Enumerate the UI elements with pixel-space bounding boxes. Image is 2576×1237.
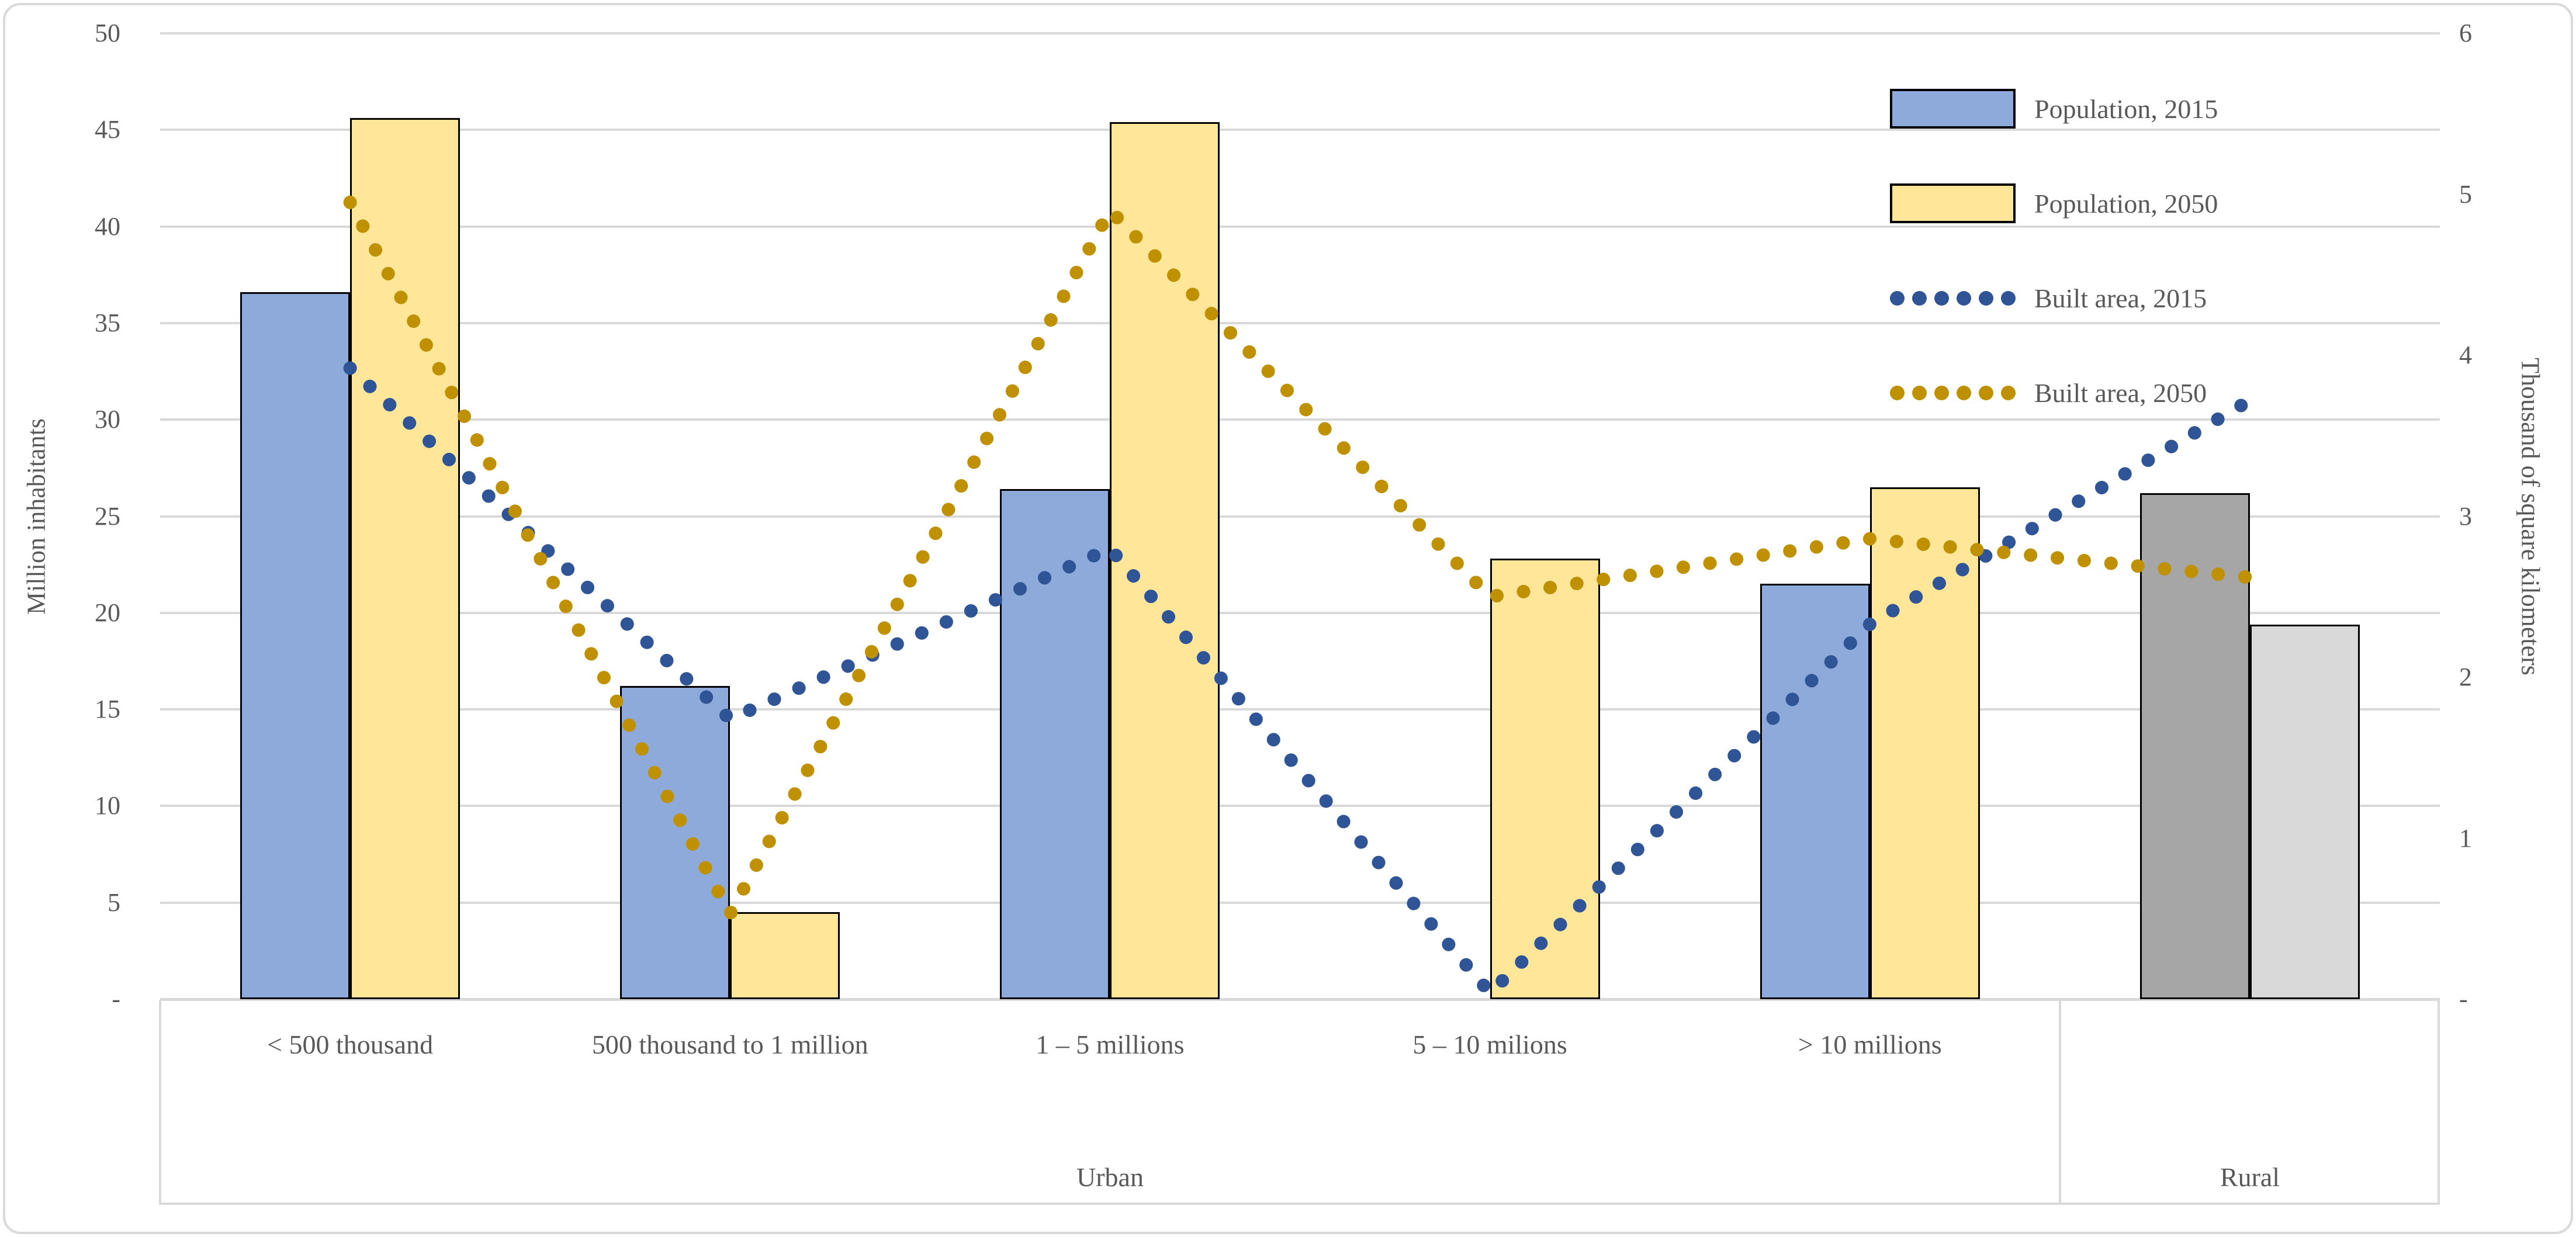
legend-label: Built area, 2050 <box>2034 377 2207 408</box>
right-axis-tick: 5 <box>2459 179 2472 209</box>
category-label-500-thousand-to-1-million: 500 thousand to 1 million <box>591 1030 868 1059</box>
left-axis-tick: 5 <box>108 888 120 917</box>
gridline <box>160 129 2440 131</box>
legend-dot-icon <box>1912 290 1927 306</box>
legend-swatch-bar <box>1890 183 2016 223</box>
legend-dot-icon <box>1957 385 1971 400</box>
gridline <box>160 901 2440 904</box>
legend: Population, 2015 Population, 2050 Built ar… <box>1890 88 2218 466</box>
legend-dot-icon <box>1979 290 1993 306</box>
legend-dot-icon <box>1890 385 1905 400</box>
plot-area <box>160 32 2440 1003</box>
legend-dot-icon <box>1890 290 1905 306</box>
bar-population-2050-rural <box>2249 624 2360 999</box>
category-label-500-thousand: < 500 thousand <box>267 1030 434 1059</box>
bar-population-2050-1-5-millions <box>1110 122 1220 999</box>
category-axis-bottom-border <box>159 1203 2440 1205</box>
left-axis-tick: 10 <box>95 791 120 820</box>
gridline <box>160 515 2440 518</box>
bar-population-2050-5-10-milions <box>1490 559 1600 999</box>
legend-dot-icon <box>1979 385 1993 400</box>
legend-label: Population, 2050 <box>2034 188 2218 219</box>
x-axis-line <box>160 997 2440 1001</box>
gridline <box>160 708 2440 711</box>
gridline <box>160 805 2440 808</box>
group-label-urban: Urban <box>1076 1162 1144 1192</box>
left-axis-tick: 50 <box>95 19 120 47</box>
left-axis-tick: 45 <box>95 115 120 144</box>
bar-population-2015-500-thousand-to-1-million <box>620 686 730 999</box>
legend-label: Population, 2015 <box>2034 93 2218 124</box>
gridline <box>160 32 2440 34</box>
bar-population-2015-rural <box>2139 493 2250 999</box>
legend-swatch-dotted-line <box>1890 278 2016 318</box>
legend-dot-icon <box>2001 290 2016 306</box>
left-axis-tick: 20 <box>95 598 120 627</box>
group-label-rural: Rural <box>2220 1162 2280 1192</box>
legend-item-built-area-2050: Built area, 2050 <box>1890 372 2218 414</box>
legend-swatch-bar <box>1890 89 2016 129</box>
legend-item-built-area-2015: Built area, 2015 <box>1890 277 2218 319</box>
gridline <box>160 611 2440 614</box>
left-axis-tick: 30 <box>95 405 120 434</box>
right-axis-tick: 6 <box>2459 19 2472 47</box>
bar-population-2050-500-thousand <box>350 118 461 999</box>
legend-dot-icon <box>2001 385 2016 400</box>
left-axis-tick: - <box>112 985 120 1013</box>
gridline <box>160 321 2440 324</box>
bar-population-2015-1-5-millions <box>1000 489 1110 999</box>
left-axis-tick: 35 <box>95 308 120 337</box>
dotted-line-layer <box>343 195 2257 1003</box>
legend-dot-icon <box>1934 290 1949 306</box>
legend-item-population-2050: Population, 2050 <box>1890 182 2218 224</box>
bar-population-2050-500-thousand-to-1-million <box>730 912 840 999</box>
legend-swatch-dotted-line <box>1890 373 2016 413</box>
urban-rural-divider <box>2059 1000 2061 1205</box>
left-axis-tick: 25 <box>95 501 120 531</box>
right-axis-tick: - <box>2459 985 2468 1013</box>
line-built-area-2050 <box>343 195 2257 928</box>
category-axis-left-border <box>159 1000 161 1205</box>
bar-population-2015-10-millions <box>1760 584 1870 999</box>
gridline <box>160 225 2440 228</box>
legend-dot-icon <box>1912 385 1927 400</box>
category-label-5-10-milions: 5 – 10 milions <box>1412 1030 1567 1059</box>
left-axis-tick: 40 <box>95 212 120 241</box>
left-axis-tick: 15 <box>95 695 120 724</box>
legend-dot-icon <box>1957 290 1971 306</box>
right-axis-tick: 1 <box>2459 823 2472 853</box>
gridline <box>160 418 2440 421</box>
right-axis-tick: 2 <box>2459 663 2472 691</box>
legend-item-population-2015: Population, 2015 <box>1890 88 2218 130</box>
category-label-1-5-millions: 1 – 5 millions <box>1036 1030 1185 1059</box>
right-axis-tick: 3 <box>2459 501 2472 531</box>
category-axis-right-border <box>2437 1000 2440 1205</box>
bar-population-2015-500-thousand <box>240 292 351 999</box>
category-label-10-millions: > 10 millions <box>1798 1030 1942 1059</box>
legend-label: Built area, 2015 <box>2034 283 2207 313</box>
legend-dot-icon <box>1934 385 1949 400</box>
right-axis-tick: 4 <box>2459 341 2472 369</box>
line-built-area-2015 <box>343 361 2257 1003</box>
